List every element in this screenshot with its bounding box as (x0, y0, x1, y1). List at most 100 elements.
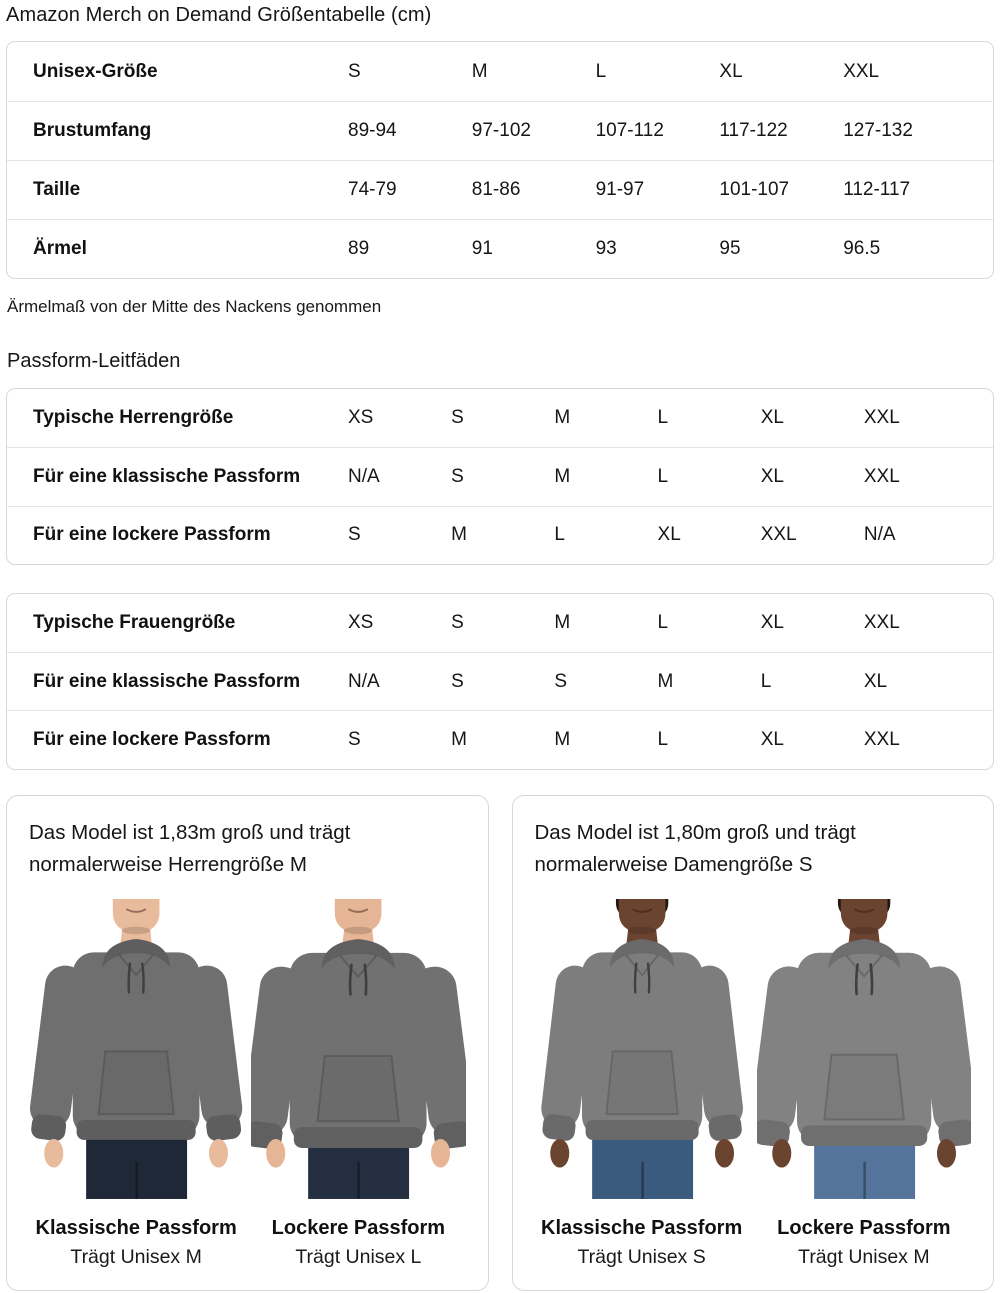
value-cell: 112-117 (843, 179, 911, 200)
row-label: Für eine lockere Passform (33, 729, 271, 751)
model-loose-fit-female: Lockere Passform Trägt Unisex M (756, 890, 971, 1272)
value-cell: 117-122 (719, 120, 788, 141)
value-cell: L (657, 729, 669, 751)
size-cell: S (451, 612, 464, 634)
value-cell: M (451, 729, 467, 751)
value-cell: S (451, 465, 464, 487)
table-row: Für eine lockere Passform S M L XL XXL N… (7, 505, 993, 564)
row-label: Für eine lockere Passform (33, 524, 271, 546)
hoodie (30, 938, 243, 1141)
size-cell: XL (719, 60, 743, 82)
value-cell: 81-86 (471, 179, 521, 200)
row-label: Für eine klassische Passform (33, 465, 301, 487)
fit-label: Klassische Passform (35, 1216, 237, 1239)
value-cell: 91-97 (595, 179, 645, 200)
page-title: Amazon Merch on Demand Größentabelle (cm… (6, 4, 432, 26)
size-cell: M (554, 407, 571, 429)
value-cell: S (348, 729, 361, 751)
hoodie (251, 938, 466, 1149)
worn-size-label: Trägt Unisex M (70, 1245, 202, 1268)
table-row: Für eine klassische Passform N/A S M L X… (7, 447, 993, 505)
size-cell: S (451, 407, 464, 429)
table-row: Ärmel 89 91 93 95 96.5 (7, 219, 993, 278)
row-label: Taille (33, 179, 81, 200)
value-cell: 89 (348, 238, 370, 259)
table-row: Für eine klassische Passform N/A S S M L… (7, 652, 993, 710)
value-cell: 96.5 (843, 238, 881, 259)
model-classic-fit-male: Klassische Passform Trägt Unisex M (29, 890, 244, 1272)
unisex-size-table: Unisex-Größe S M L XL XXL Brustumfang 89… (6, 41, 994, 279)
model-photo-classic-fit-male (29, 890, 244, 1207)
table-row: Brustumfang 89-94 97-102 107-112 117-122… (7, 101, 993, 160)
table-header-row: Typische Herrengröße XS S M L XL XXL (7, 389, 993, 447)
size-cell: XL (760, 612, 784, 634)
value-cell: 74-79 (348, 179, 397, 200)
model-photo-classic-fit-female (534, 890, 749, 1207)
table-header-row: Typische Frauengröße XS S M L XL XXL (7, 594, 993, 652)
value-cell: 95 (719, 238, 741, 259)
value-cell: M (554, 465, 571, 487)
model-description: Das Model ist 1,80m groß und trägt norma… (534, 820, 856, 876)
table-row: Taille 74-79 81-86 91-97 101-107 112-117 (7, 160, 993, 219)
value-cell: L (657, 465, 669, 487)
value-cell: M (554, 729, 571, 751)
size-cell: L (657, 612, 669, 634)
womens-fit-table: Typische Frauengröße XS S M L XL XXL Für… (6, 592, 994, 770)
sleeve-measure-note: Ärmelmaß von der Mitte des Nackens genom… (7, 297, 382, 316)
value-cell: L (554, 524, 565, 546)
fit-label: Lockere Passform (777, 1216, 951, 1239)
size-cell: XXL (863, 612, 900, 634)
size-cell: XL (760, 407, 784, 429)
value-cell: S (554, 670, 568, 692)
model-photo-loose-fit-male (251, 890, 466, 1207)
hands (266, 1138, 451, 1168)
row-label: Ärmel (33, 238, 87, 259)
value-cell: N/A (348, 670, 380, 692)
value-cell: 89-94 (348, 120, 397, 141)
value-cell: XL (760, 465, 784, 487)
value-cell: XL (760, 729, 784, 751)
value-cell: 127-132 (843, 120, 913, 141)
hands (44, 1138, 229, 1168)
value-cell: 91 (471, 238, 493, 259)
fit-label: Klassische Passform (541, 1216, 743, 1239)
value-cell: XXL (863, 729, 900, 751)
value-cell: S (451, 670, 464, 692)
value-cell: XL (657, 524, 681, 546)
model-photo-loose-fit-female (756, 890, 971, 1207)
value-cell: S (348, 524, 361, 546)
row-label: Typische Herrengröße (33, 407, 234, 429)
value-cell: M (451, 524, 467, 546)
fit-guides-heading: Passform-Leitfäden (7, 350, 181, 372)
size-cell: M (471, 60, 488, 82)
hoodie (540, 938, 743, 1141)
value-cell: 107-112 (595, 120, 664, 141)
size-cell: S (348, 60, 361, 82)
size-cell: L (595, 60, 607, 82)
fit-label: Lockere Passform (271, 1216, 446, 1239)
value-cell: N/A (348, 465, 380, 487)
hands (771, 1138, 956, 1168)
size-cell: XXL (863, 407, 900, 429)
value-cell: 101-107 (719, 179, 790, 200)
table-header-row: Unisex-Größe S M L XL XXL (7, 42, 993, 101)
value-cell: 97-102 (471, 120, 531, 141)
hands (549, 1138, 734, 1168)
value-cell: XXL (760, 524, 797, 546)
model-description: Das Model ist 1,83m groß und trägt norma… (29, 820, 351, 876)
size-cell: XS (348, 407, 374, 429)
row-label: Brustumfang (33, 120, 152, 141)
value-cell: M (657, 670, 674, 692)
value-cell: 93 (595, 238, 617, 259)
value-cell: XXL (863, 465, 900, 487)
worn-size-label: Trägt Unisex L (295, 1245, 422, 1268)
mens-model-card: Das Model ist 1,83m groß und trägt norma… (6, 794, 489, 1291)
row-label: Typische Frauengröße (33, 612, 236, 634)
womens-model-card: Das Model ist 1,80m groß und trägt norma… (511, 794, 994, 1291)
row-label: Für eine klassische Passform (33, 670, 301, 692)
value-cell: XL (863, 670, 888, 692)
model-loose-fit-male: Lockere Passform Trägt Unisex L (251, 890, 466, 1272)
model-cards: Das Model ist 1,83m groß und trägt norma… (6, 794, 994, 1291)
row-label: Unisex-Größe (33, 60, 158, 82)
